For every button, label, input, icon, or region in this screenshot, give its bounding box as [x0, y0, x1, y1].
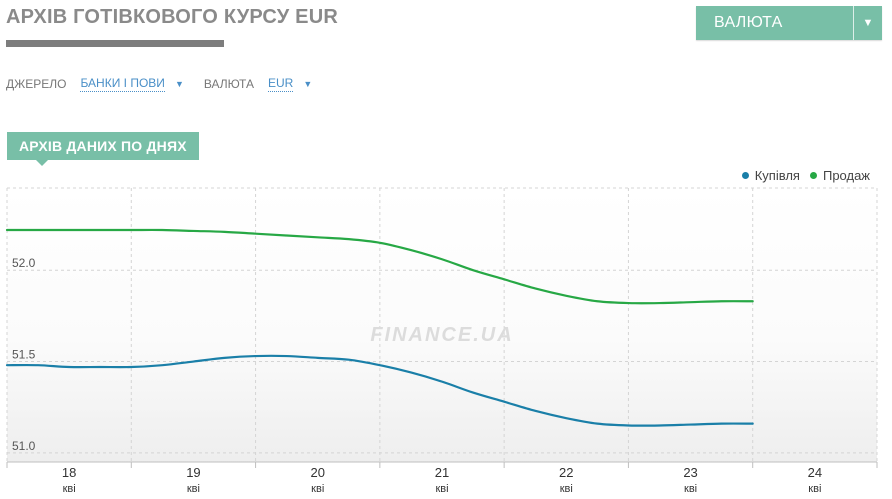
rate-chart: FINANCE.UA 51.0 51.5 52.0 18 кві 19 кві 20 кві 2…	[5, 187, 878, 495]
plot-background	[7, 188, 877, 462]
tab-pointer	[36, 160, 48, 166]
y-tick-label: 51.0	[12, 439, 36, 453]
x-tick-label-day: 21	[435, 465, 449, 480]
chart-legend: Купівля Продаж	[741, 168, 870, 183]
y-tick-label: 51.5	[12, 348, 36, 362]
legend-label-sell: Продаж	[822, 168, 870, 183]
x-tick-label-month: кві	[187, 483, 200, 495]
x-tick-label-day: 20	[310, 465, 324, 480]
legend-item-sell[interactable]: Продаж	[809, 168, 870, 183]
x-tick-label-month: кві	[435, 483, 448, 495]
currency-caret-icon[interactable]: ▼	[303, 79, 313, 89]
x-tick-label-month: кві	[684, 483, 697, 495]
x-tick-label-month: кві	[560, 483, 573, 495]
x-tick-label-month: кві	[311, 483, 324, 495]
title-underline	[6, 40, 224, 47]
watermark: FINANCE.UA	[370, 324, 513, 346]
filters-bar: ДЖЕРЕЛО БАНКИ І ПОВИ ▼ ВАЛЮТА EUR ▼	[6, 76, 332, 92]
x-tick-label-day: 24	[808, 465, 822, 480]
chevron-down-icon: ▼	[862, 17, 874, 29]
currency-dropdown-button[interactable]: ВАЛЮТА ▼	[696, 6, 882, 40]
legend-item-buy[interactable]: Купівля	[741, 168, 800, 183]
x-tick-label-day: 19	[186, 465, 200, 480]
currency-select[interactable]: EUR	[268, 76, 294, 92]
x-tick-label-day: 23	[683, 465, 697, 480]
currency-dropdown-label: ВАЛЮТА	[714, 14, 783, 31]
x-tick-label-month: кві	[808, 483, 821, 495]
x-tick-label-day: 18	[62, 465, 76, 480]
page-title: АРХІВ ГОТІВКОВОГО КУРСУ EUR	[6, 6, 339, 28]
button-divider	[853, 6, 854, 40]
currency-label: ВАЛЮТА	[203, 77, 254, 91]
source-select[interactable]: БАНКИ І ПОВИ	[80, 76, 165, 92]
x-tick-label-month: кві	[63, 483, 76, 495]
tab-daily-archive: АРХІВ ДАНИХ ПО ДНЯХ	[7, 132, 199, 160]
source-label: ДЖЕРЕЛО	[6, 77, 67, 91]
series-line-buy	[5, 354, 754, 427]
legend-dot-buy	[741, 172, 749, 179]
series-line-sell	[5, 228, 754, 305]
legend-label-buy: Купівля	[754, 168, 800, 183]
y-tick-label: 52.0	[12, 256, 36, 270]
legend-dot-sell	[809, 172, 817, 179]
x-tick-label-day: 22	[559, 465, 573, 480]
source-caret-icon[interactable]: ▼	[174, 79, 184, 89]
